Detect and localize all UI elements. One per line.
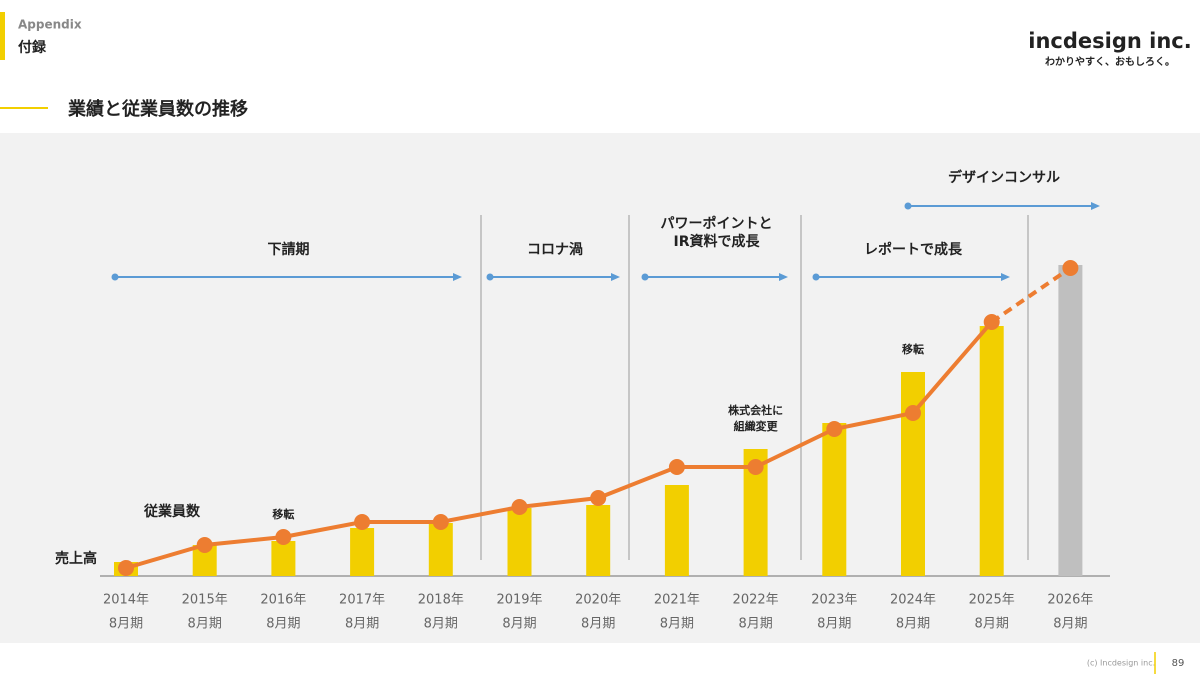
bar (822, 423, 847, 576)
x-tick-label: 8月期 (188, 617, 222, 632)
employee-point (590, 490, 607, 506)
annotation: 移転 (902, 342, 924, 356)
employee-point (354, 514, 371, 530)
employee-point (747, 459, 764, 475)
x-tick-label: 2025年 (969, 593, 1015, 608)
tagline: わかりやすく、おもしろく。 (1045, 56, 1175, 68)
x-tick-label: 8月期 (896, 617, 930, 632)
x-tick-label: 8月期 (502, 617, 536, 632)
x-tick-label: 8月期 (660, 617, 694, 632)
annotation: 組織変更 (734, 419, 779, 433)
x-tick-label: 2022年 (733, 593, 779, 608)
phase-label: デザインコンサル (948, 169, 1060, 186)
employee-point (511, 499, 528, 515)
bar (664, 485, 689, 576)
phase-label: パワーポイントと (661, 215, 773, 232)
x-tick-label: 2023年 (811, 593, 857, 608)
employee-point (118, 560, 134, 576)
page-number: 89 (1172, 658, 1185, 669)
phase-label: 下請期 (268, 241, 310, 258)
x-tick-label: 2018年 (418, 593, 464, 608)
phase-arrow-start (812, 273, 820, 281)
x-tick-label: 2016年 (260, 593, 306, 608)
x-tick-label: 2014年 (103, 593, 149, 608)
phase-arrow-start (641, 273, 649, 281)
annotation: 株式会社に (728, 403, 783, 417)
employee-point (668, 459, 685, 475)
employee-point (1062, 260, 1079, 276)
series-label: 従業員数 (143, 503, 201, 520)
x-tick-label: 8月期 (975, 617, 1009, 632)
employee-line-forecast (990, 266, 1072, 324)
x-tick-label: 2017年 (339, 593, 385, 608)
x-tick-label: 8月期 (738, 617, 772, 632)
phase-arrow-head (1091, 202, 1100, 210)
logo: incdesign inc. (1028, 29, 1191, 53)
employee-line (125, 320, 994, 570)
phase-arrow-start (904, 202, 912, 210)
series-label: 売上高 (55, 550, 97, 567)
x-tick-label: 8月期 (266, 617, 300, 632)
phase-arrow-start (486, 273, 494, 281)
title: 業績と従業員数の推移 (67, 98, 248, 120)
employee-point (196, 537, 213, 553)
phase-arrow-head (453, 273, 462, 281)
x-tick-label: 8月期 (817, 617, 851, 632)
x-tick-label: 2021年 (654, 593, 700, 608)
phase-arrow-start (111, 273, 119, 281)
bar (1058, 265, 1083, 576)
phase-arrow-head (779, 273, 788, 281)
x-tick-label: 2020年 (575, 593, 621, 608)
bar (350, 528, 375, 576)
phase-label: レポートで成長 (864, 241, 963, 258)
bar (586, 505, 611, 576)
copyright: (c) Incdesign inc. (1087, 659, 1155, 668)
x-tick-label: 8月期 (109, 617, 143, 632)
x-tick-label: 8月期 (581, 617, 615, 632)
x-tick-label: 8月期 (1053, 617, 1087, 632)
phase-arrow-head (611, 273, 620, 281)
employee-point (275, 529, 292, 545)
employee-point (432, 514, 449, 530)
accent-bar (0, 12, 5, 60)
x-tick-label: 8月期 (345, 617, 379, 632)
employee-point (826, 421, 843, 437)
bar (428, 523, 453, 576)
x-tick-label: 2026年 (1047, 593, 1093, 608)
annotation: 移転 (272, 507, 294, 521)
x-tick-label: 2019年 (496, 593, 542, 608)
employee-point (983, 314, 1000, 330)
phase-label: IR資料で成長 (674, 233, 761, 250)
phase-arrow-head (1001, 273, 1010, 281)
bar (979, 326, 1004, 576)
phase-label: コロナ渦 (527, 242, 583, 258)
subsection: 付録 (18, 39, 47, 56)
bar (507, 508, 532, 576)
section: Appendix (18, 18, 82, 32)
employee-point (905, 405, 921, 421)
x-tick-label: 2024年 (890, 593, 936, 608)
x-tick-label: 8月期 (424, 617, 458, 632)
bar (271, 541, 296, 576)
x-tick-label: 2015年 (182, 593, 228, 608)
